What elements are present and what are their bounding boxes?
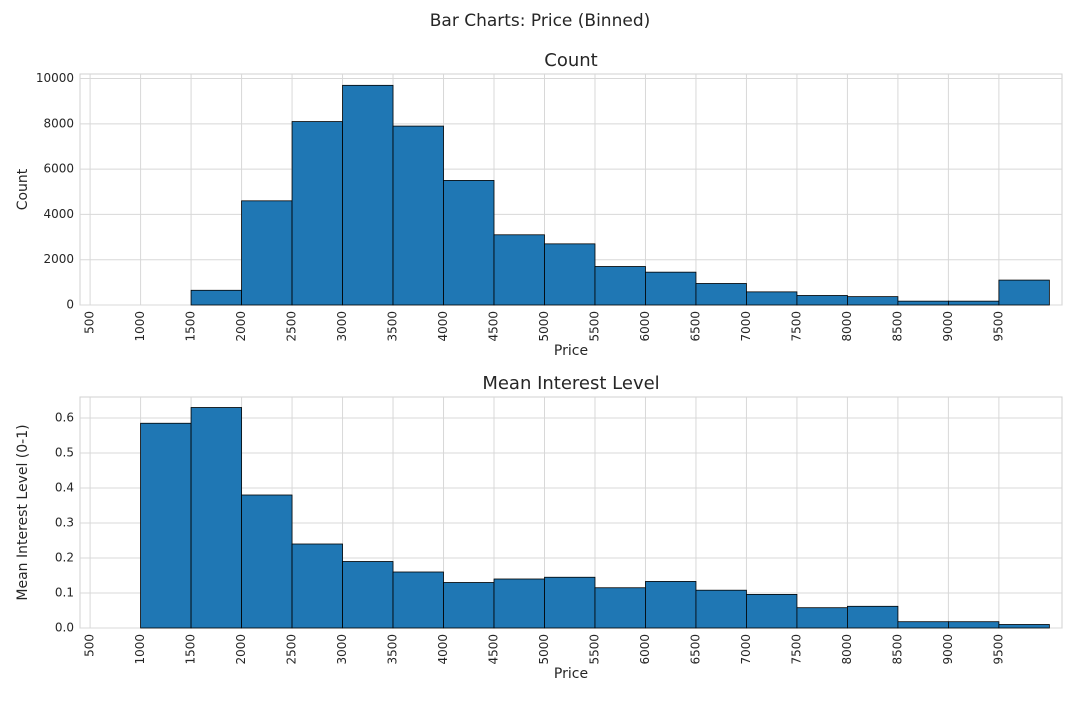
x-tick-label: 3000 [335, 311, 349, 342]
x-tick-label: 6000 [638, 311, 652, 342]
x-tick-label: 7000 [739, 311, 753, 342]
y-tick-label: 4000 [43, 207, 74, 221]
bar [493, 234, 545, 306]
y-tick-label: 0.1 [55, 586, 74, 600]
x-tick-label: 2000 [234, 311, 248, 342]
y-axis-label: Mean Interest Level (0-1) [15, 424, 31, 600]
bar [342, 84, 394, 306]
x-tick-label: 8500 [890, 634, 904, 665]
bar [796, 607, 848, 629]
bar [140, 422, 192, 629]
x-tick-label: 2500 [285, 634, 299, 665]
y-tick-label: 6000 [43, 162, 74, 176]
bar [443, 582, 495, 629]
x-tick-label: 2500 [285, 311, 299, 342]
bar [746, 594, 798, 629]
bar [493, 578, 545, 629]
bar [695, 283, 747, 306]
bar [190, 289, 242, 306]
x-tick-label: 2000 [234, 634, 248, 665]
y-axis-label: Count [15, 168, 31, 210]
bar [695, 589, 747, 629]
x-tick-label: 1500 [184, 311, 198, 342]
x-tick-label: 7500 [789, 634, 803, 665]
x-tick-label: 4500 [487, 311, 501, 342]
x-tick-label: 4500 [487, 634, 501, 665]
x-tick-label: 5500 [587, 311, 601, 342]
x-tick-label: 6500 [688, 311, 702, 342]
x-tick-label: 4000 [436, 311, 450, 342]
x-tick-label: 6000 [638, 634, 652, 665]
y-tick-label: 0.3 [55, 516, 74, 530]
bar [948, 300, 1000, 306]
x-tick-label: 4000 [436, 634, 450, 665]
x-tick-label: 7000 [739, 634, 753, 665]
y-tick-label: 10000 [36, 71, 74, 85]
bar [190, 407, 242, 629]
bar [948, 621, 1000, 629]
x-tick-label: 9000 [941, 311, 955, 342]
bar [594, 266, 646, 306]
x-tick-label: 5000 [537, 634, 551, 665]
bar [998, 279, 1050, 306]
bar [746, 291, 798, 306]
x-tick-label: 3000 [335, 634, 349, 665]
bar [443, 180, 495, 306]
x-tick-label: 3500 [386, 634, 400, 665]
y-tick-label: 0.2 [55, 551, 74, 565]
x-tick-label: 8000 [840, 634, 854, 665]
y-tick-label: 0.6 [55, 411, 74, 425]
bar [544, 576, 596, 629]
bar [897, 300, 949, 306]
bar [998, 624, 1050, 629]
x-tick-label: 5500 [587, 634, 601, 665]
bar [645, 271, 697, 306]
x-tick-label: 1000 [133, 634, 147, 665]
x-tick-label: 6500 [688, 634, 702, 665]
bar [291, 543, 343, 629]
bar [897, 621, 949, 629]
x-tick-label: 7500 [789, 311, 803, 342]
x-tick-label: 8500 [890, 311, 904, 342]
bar [796, 295, 848, 306]
x-tick-label: 1000 [133, 311, 147, 342]
y-tick-label: 0.0 [55, 621, 74, 635]
bar [392, 125, 444, 306]
x-tick-label: 500 [83, 634, 97, 657]
x-tick-label: 9500 [991, 311, 1005, 342]
y-tick-label: 2000 [43, 252, 74, 266]
x-axis-label: Price [554, 666, 588, 682]
y-tick-label: 0 [66, 298, 74, 312]
bar [392, 571, 444, 629]
bar [645, 581, 697, 629]
x-axis-label: Price [554, 343, 588, 359]
y-tick-label: 0.5 [55, 446, 74, 460]
x-tick-label: 5000 [537, 311, 551, 342]
y-tick-label: 8000 [43, 116, 74, 130]
x-tick-label: 1500 [184, 634, 198, 665]
bar [594, 587, 646, 629]
x-tick-label: 8000 [840, 311, 854, 342]
bar [544, 243, 596, 306]
y-tick-label: 0.4 [55, 481, 74, 495]
x-tick-label: 3500 [386, 311, 400, 342]
axis-title: Mean Interest Level [482, 373, 659, 394]
bar [241, 200, 293, 306]
suptitle: Bar Charts: Price (Binned) [430, 11, 651, 31]
bar [241, 494, 293, 629]
x-tick-label: 9000 [941, 634, 955, 665]
axis-title: Count [544, 50, 597, 71]
bar [342, 561, 394, 629]
x-tick-label: 9500 [991, 634, 1005, 665]
x-tick-label: 500 [83, 311, 97, 334]
bar [291, 121, 343, 306]
bar [847, 296, 899, 306]
bar [847, 605, 899, 629]
